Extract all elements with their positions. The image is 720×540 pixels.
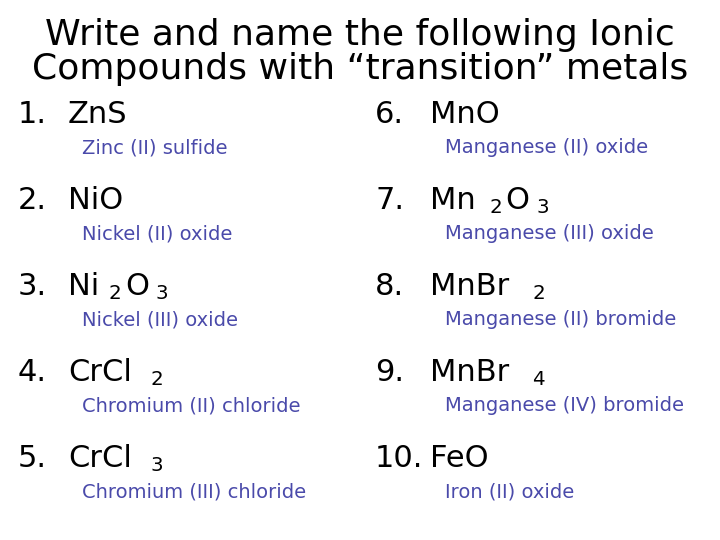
Text: 3.: 3. (18, 272, 47, 301)
Text: O: O (125, 272, 149, 301)
Text: Chromium (II) chloride: Chromium (II) chloride (82, 396, 300, 415)
Text: MnO: MnO (430, 100, 500, 129)
Text: 7.: 7. (375, 186, 404, 215)
Text: 2: 2 (108, 284, 121, 303)
Text: Manganese (III) oxide: Manganese (III) oxide (445, 224, 654, 243)
Text: 2.: 2. (18, 186, 47, 215)
Text: Manganese (II) bromide: Manganese (II) bromide (445, 310, 676, 329)
Text: Iron (II) oxide: Iron (II) oxide (445, 482, 575, 501)
Text: FeO: FeO (430, 444, 489, 473)
Text: 10.: 10. (375, 444, 423, 473)
Text: Ni: Ni (68, 272, 99, 301)
Text: CrCl: CrCl (68, 444, 132, 473)
Text: Manganese (II) oxide: Manganese (II) oxide (445, 138, 648, 157)
Text: 2: 2 (532, 284, 545, 303)
Text: Chromium (III) chloride: Chromium (III) chloride (82, 482, 306, 501)
Text: ZnS: ZnS (68, 100, 127, 129)
Text: 3: 3 (150, 456, 163, 475)
Text: Nickel (III) oxide: Nickel (III) oxide (82, 310, 238, 329)
Text: 2: 2 (489, 198, 502, 217)
Text: 3: 3 (156, 284, 168, 303)
Text: MnBr: MnBr (430, 272, 509, 301)
Text: O: O (505, 186, 529, 215)
Text: NiO: NiO (68, 186, 123, 215)
Text: 9.: 9. (375, 358, 404, 387)
Text: Compounds with “transition” metals: Compounds with “transition” metals (32, 52, 688, 86)
Text: 6.: 6. (375, 100, 404, 129)
Text: Nickel (II) oxide: Nickel (II) oxide (82, 224, 233, 243)
Text: 3: 3 (536, 198, 549, 217)
Text: 4: 4 (532, 370, 545, 389)
Text: Write and name the following Ionic: Write and name the following Ionic (45, 18, 675, 52)
Text: Zinc (II) sulfide: Zinc (II) sulfide (82, 138, 228, 157)
Text: 5.: 5. (18, 444, 47, 473)
Text: 4.: 4. (18, 358, 47, 387)
Text: 2: 2 (150, 370, 163, 389)
Text: MnBr: MnBr (430, 358, 509, 387)
Text: 8.: 8. (375, 272, 404, 301)
Text: Manganese (IV) bromide: Manganese (IV) bromide (445, 396, 684, 415)
Text: 1.: 1. (18, 100, 47, 129)
Text: Mn: Mn (430, 186, 476, 215)
Text: CrCl: CrCl (68, 358, 132, 387)
